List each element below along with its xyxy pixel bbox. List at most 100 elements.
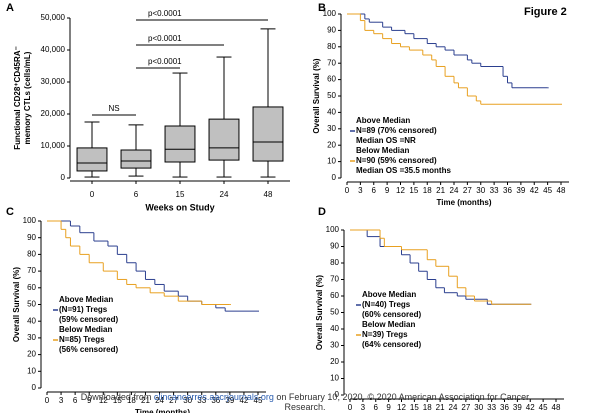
x-tick-label: 33 xyxy=(197,396,206,405)
x-tick-label: 24 xyxy=(155,396,164,405)
legend-label: N=85) Tregs xyxy=(59,335,105,344)
x-tick-label: 39 xyxy=(516,186,525,195)
x-tick-label: 24 xyxy=(449,403,458,412)
x-tick-label: 48 xyxy=(557,186,566,195)
legend-label: Median OS =NR xyxy=(356,136,416,145)
x-tick-label: 48 xyxy=(264,190,273,199)
y-tick-label: 10,000 xyxy=(41,141,66,150)
x-tick-label: 12 xyxy=(397,403,406,412)
x-axis-label: Time (months) xyxy=(437,198,492,207)
y-tick-label: 50 xyxy=(27,300,36,309)
x-tick-label: 21 xyxy=(436,403,445,412)
box xyxy=(208,118,240,161)
y-tick-label: 80 xyxy=(330,258,339,267)
y-tick-label: 0 xyxy=(335,390,340,399)
legend-label: (60% censored) xyxy=(362,310,421,319)
x-tick-label: 6 xyxy=(374,403,379,412)
box xyxy=(252,106,284,162)
footer: Downloaded from clincancerres.aacrjourna… xyxy=(70,392,540,412)
y-tick-label: 20 xyxy=(330,357,339,366)
x-tick-label: 39 xyxy=(513,403,522,412)
y-tick-label: 40,000 xyxy=(41,45,66,54)
x-tick-label: 15 xyxy=(176,190,185,199)
x-tick-label: 0 xyxy=(345,186,350,195)
y-tick-label: 40 xyxy=(327,108,336,117)
x-tick-label: 36 xyxy=(211,396,220,405)
y-tick-label: 60 xyxy=(327,75,336,84)
y-tick-label: 90 xyxy=(27,233,36,242)
x-tick-label: 42 xyxy=(526,403,535,412)
legend-label: Above Median xyxy=(59,295,113,304)
legend-label: Below Median xyxy=(356,146,409,155)
y-tick-label: 100 xyxy=(323,9,337,18)
x-tick-label: 18 xyxy=(423,403,432,412)
x-tick-label: 21 xyxy=(141,396,150,405)
legend-label: Above Median xyxy=(362,290,416,299)
legend-label: Below Median xyxy=(59,325,112,334)
box xyxy=(120,149,152,169)
legend-label: N=90 (59% censored) xyxy=(356,156,437,165)
legend-label: (59% censored) xyxy=(59,315,118,324)
x-tick-label: 15 xyxy=(410,403,419,412)
x-tick-label: 48 xyxy=(552,403,561,412)
y-tick-label: 80 xyxy=(27,250,36,259)
y-tick-label: 0 xyxy=(32,383,37,392)
y-tick-label: 70 xyxy=(27,266,36,275)
y-axis-label: memory CTLs (cells/mL) xyxy=(23,51,32,144)
y-axis-label: Overall Survival (%) xyxy=(315,275,324,350)
x-tick-label: 6 xyxy=(372,186,377,195)
x-tick-label: 12 xyxy=(396,186,405,195)
x-tick-label: 36 xyxy=(503,186,512,195)
x-tick-label: 30 xyxy=(476,186,485,195)
x-tick-label: 24 xyxy=(450,186,459,195)
y-tick-label: 30 xyxy=(327,124,336,133)
x-tick-label: 45 xyxy=(543,186,552,195)
x-tick-label: 33 xyxy=(490,186,499,195)
x-tick-label: 15 xyxy=(113,396,122,405)
box xyxy=(164,125,196,163)
x-tick-label: 0 xyxy=(45,396,50,405)
y-tick-label: 10 xyxy=(27,366,36,375)
x-tick-label: 18 xyxy=(127,396,136,405)
y-tick-label: 50 xyxy=(330,308,339,317)
legend-label: N=89 (70% censored) xyxy=(356,126,437,135)
x-tick-label: 3 xyxy=(358,186,363,195)
y-tick-label: 10 xyxy=(330,374,339,383)
y-axis-label: Overall Survival (%) xyxy=(12,267,21,342)
x-tick-label: 45 xyxy=(254,396,263,405)
x-tick-label: 0 xyxy=(90,190,95,199)
x-tick-label: 0 xyxy=(348,403,353,412)
legend-label: (N=40) Tregs xyxy=(362,300,411,309)
x-tick-label: 12 xyxy=(99,396,108,405)
x-tick-label: 3 xyxy=(361,403,366,412)
y-tick-label: 30,000 xyxy=(41,77,66,86)
legend-label: (56% censored) xyxy=(59,345,118,354)
y-tick-label: 100 xyxy=(23,216,37,225)
x-tick-label: 33 xyxy=(487,403,496,412)
y-tick-label: 0 xyxy=(332,173,337,182)
legend-label: Median OS =35.5 months xyxy=(356,166,451,175)
panel-letter: B xyxy=(318,2,326,14)
x-tick-label: 6 xyxy=(134,190,139,199)
legend-label: (64% censored) xyxy=(362,340,421,349)
legend-label: (N=91) Tregs xyxy=(59,305,108,314)
y-tick-label: 30 xyxy=(330,341,339,350)
x-tick-label: 42 xyxy=(530,186,539,195)
x-tick-label: 9 xyxy=(87,396,92,405)
panel-letter: D xyxy=(318,206,326,218)
y-axis-label: Overall Survival (%) xyxy=(312,58,321,133)
x-tick-label: 6 xyxy=(73,396,78,405)
y-tick-label: 80 xyxy=(327,42,336,51)
y-tick-label: 50,000 xyxy=(41,13,66,22)
x-tick-label: 27 xyxy=(463,186,472,195)
x-axis-label: Weeks on Study xyxy=(145,202,214,212)
figure-label: Figure 2 xyxy=(524,6,567,18)
footer-text: Downloaded from xyxy=(80,392,154,402)
panel-letter: C xyxy=(6,206,14,218)
footer-link[interactable]: clincancerres.aacrjournals.org xyxy=(153,392,274,402)
y-tick-label: 60 xyxy=(27,283,36,292)
panel-letter: A xyxy=(6,2,14,14)
y-tick-label: 90 xyxy=(327,26,336,35)
